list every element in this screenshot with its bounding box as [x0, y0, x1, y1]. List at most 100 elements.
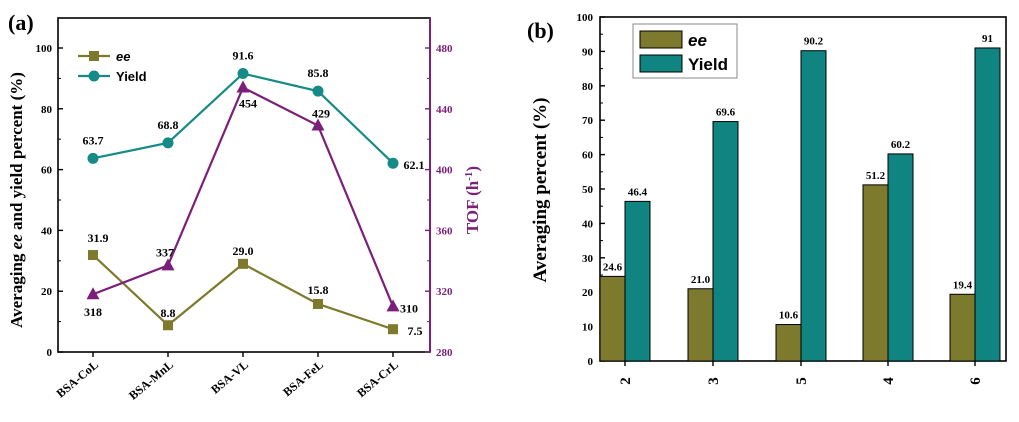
panel-b-ytick-label: 10 — [582, 322, 594, 334]
panel-b-bar — [687, 288, 714, 362]
panel-a-legend-label: ee — [116, 49, 130, 64]
panel-b-ytick-label: 30 — [582, 253, 594, 265]
panel-a-point-square — [163, 320, 173, 331]
panel-b: (b) Averaging percent (%) ee Yield 0 10 20 3… — [527, 12, 1007, 385]
panel-b-bar — [862, 184, 889, 362]
panel-a-ytick-label: 0 — [47, 347, 53, 359]
panel-a-data-label: 310 — [400, 301, 418, 315]
panel-b-bar — [712, 121, 739, 362]
panel-a-legend-marker — [89, 51, 99, 61]
panel-b-bar — [949, 293, 976, 362]
panel-b-label: (b) — [527, 18, 554, 43]
panel-a-legend-label: Yield — [116, 69, 147, 84]
panel-b-bar-label: 46.4 — [628, 186, 648, 198]
panel-b-ytick-label: 40 — [582, 218, 594, 230]
panel-b-ytick-label: 0 — [588, 356, 594, 368]
panel-a-data-label: 454 — [239, 97, 257, 111]
panel-a-point-triangle — [86, 287, 100, 300]
panel-b-bar-label: 21.0 — [691, 274, 711, 286]
panel-a-ytick-label: 20 — [41, 286, 53, 298]
panel-a-ylabel: Averaging ee and yield percent (%) — [7, 72, 26, 328]
panel-b-bar-label: 10.6 — [779, 310, 799, 322]
panel-a-data-label: 91.6 — [233, 49, 254, 63]
panel-a-data-label: 7.5 — [408, 324, 423, 338]
panel-a-data-label: 85.8 — [308, 66, 329, 80]
panel-a-point-square — [238, 258, 248, 269]
panel-b-bar — [974, 47, 1001, 362]
panel-a-point-triangle — [386, 299, 400, 312]
panel-b-ylabel: Averaging percent (%) — [530, 97, 551, 282]
panel-b-ytick-label: 100 — [577, 12, 594, 24]
panel-b-bar-label: 90.2 — [804, 36, 824, 48]
panel-a-data-label: 31.9 — [88, 231, 109, 245]
panel-a-data-label: 318 — [84, 305, 102, 319]
panel-a-point-circle — [312, 85, 324, 97]
panel-a-point-square — [313, 298, 323, 309]
panel-a-point-circle — [237, 68, 249, 80]
panel-b-bar-label: 91 — [982, 33, 993, 45]
panel-b-legend-label: Yield — [688, 55, 728, 74]
panel-b-xtick-label: 3 — [706, 377, 722, 385]
panel-b-bar — [599, 275, 626, 362]
panel-b-ytick-label: 60 — [582, 150, 594, 162]
panel-b-ytick-label: 70 — [582, 115, 594, 127]
panel-b-legend-swatch — [639, 54, 683, 73]
panel-a-xtick-label: BSA-CoL — [54, 358, 101, 401]
panel-a-data-label: 15.8 — [308, 283, 329, 297]
panel-a-y2tick-label: 400 — [436, 165, 453, 177]
panel-a-xtick-label: BSA-MnL — [126, 358, 176, 403]
panel-a-point-circle — [387, 157, 399, 169]
panel-b-legend-swatch — [639, 30, 683, 49]
panel-a-plot-frame — [57, 17, 431, 353]
panel-a-xtick-label: BSA-VL — [208, 358, 251, 397]
panel-b-xtick-label: 2 — [618, 377, 634, 385]
panel-a-point-square — [388, 324, 398, 335]
panel-b-ytick-label: 80 — [582, 81, 594, 93]
panel-a-label: (a) — [8, 10, 34, 35]
panel-b-ytick-label: 90 — [582, 46, 594, 58]
panel-b-bar — [800, 50, 827, 362]
panel-b-bar — [887, 153, 914, 362]
panel-b-bar-label: 60.2 — [891, 139, 911, 151]
panel-a-point-circle — [87, 152, 99, 164]
panel-a-point-triangle — [236, 80, 250, 93]
panel-a-data-label: 68.8 — [158, 118, 179, 132]
panel-a-xtick-label: BSA-FeL — [280, 358, 326, 400]
panel-b-ytick-label: 20 — [582, 287, 594, 299]
panel-a-data-label: 29.0 — [233, 244, 254, 258]
panel-b-bar — [624, 200, 651, 362]
panel-b-bar-label: 51.2 — [866, 170, 886, 182]
panel-b-ytick-label: 50 — [582, 184, 594, 196]
panel-a-xtick-label: BSA-CrL — [354, 358, 401, 400]
panel-b-bar — [775, 324, 802, 362]
panel-a-y2tick-label: 480 — [436, 43, 453, 55]
panel-a-data-label: 8.8 — [161, 306, 176, 320]
panel-a-data-label: 62.1 — [404, 158, 425, 172]
panel-b-xtick-label: 6 — [968, 377, 984, 385]
panel-a-y2tick-label: 320 — [436, 286, 453, 298]
panel-a-y2label: TOF (h-1) — [463, 166, 482, 234]
panel-a-ytick-label: 60 — [41, 165, 53, 177]
panel-a-point-triangle — [161, 258, 175, 271]
panel-b-xtick-label: 4 — [881, 377, 897, 385]
panel-b-bar-label: 19.4 — [953, 279, 973, 291]
panel-a-ytick-label: 100 — [36, 43, 53, 55]
panel-a-y2tick-label: 440 — [436, 104, 453, 116]
panel-a: (a) Averaging ee and yield percent (%) T… — [7, 10, 482, 403]
panel-a-data-label: 429 — [312, 107, 330, 121]
panel-a-ytick-label: 80 — [41, 104, 53, 116]
panel-a-legend-marker — [88, 70, 100, 82]
panel-b-bar-label: 69.6 — [716, 107, 736, 119]
panel-b-bar-label: 24.6 — [603, 261, 623, 273]
panel-b-legend-label: ee — [688, 31, 707, 50]
panel-a-data-label: 63.7 — [83, 133, 104, 147]
panel-a-point-triangle — [311, 118, 325, 131]
panel-b-xtick-label: 5 — [794, 377, 810, 385]
panel-a-data-label: 337 — [156, 245, 174, 259]
panel-a-point-circle — [162, 137, 174, 149]
panel-a-ytick-label: 40 — [41, 225, 53, 237]
panel-a-y2tick-label: 360 — [436, 225, 453, 237]
panel-a-point-square — [88, 250, 98, 261]
panel-a-y2tick-label: 280 — [436, 347, 453, 359]
